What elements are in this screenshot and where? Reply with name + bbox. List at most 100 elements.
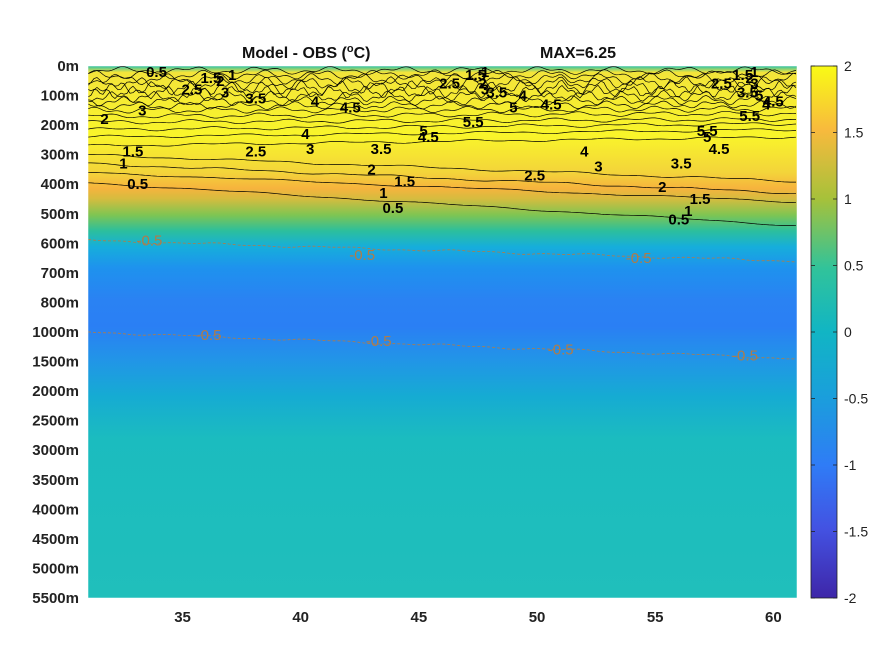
contour-label: 4 xyxy=(311,93,320,110)
y-tick-label: 1500m xyxy=(32,354,79,371)
contour-line xyxy=(88,136,797,147)
contour-label: 3.5 xyxy=(371,141,392,158)
colorbar-tick-label: -0.5 xyxy=(844,391,868,407)
contour-label: 2 xyxy=(479,76,487,93)
x-tick-label: 40 xyxy=(292,609,309,626)
x-tick-label: 35 xyxy=(174,609,191,626)
colorbar-tick-label: 0.5 xyxy=(844,258,864,274)
contour-lines xyxy=(88,66,797,360)
contour-label: 3 xyxy=(221,85,229,102)
contour-line xyxy=(88,122,797,132)
contour-line xyxy=(88,182,797,227)
contour-line xyxy=(88,69,797,80)
y-tick-label: 200m xyxy=(41,117,79,134)
contour-label: 4 xyxy=(762,96,771,113)
y-tick-label: 700m xyxy=(41,265,79,282)
contour-label: 3 xyxy=(594,158,602,175)
contour-label-negative: -0.5 xyxy=(626,250,652,267)
contour-label: 5 xyxy=(509,99,517,116)
x-tick-label: 55 xyxy=(647,609,664,626)
contour-label: 4.5 xyxy=(709,141,730,158)
contour-label-negative: -0.5 xyxy=(548,342,574,359)
contour-line xyxy=(88,75,797,91)
contour-label: 5 xyxy=(419,123,427,140)
chart-title: Model - OBS (oC) xyxy=(242,43,371,62)
contour-label: 1.5 xyxy=(690,191,711,208)
heatmap-area xyxy=(88,66,797,598)
y-tick-label: 500m xyxy=(41,206,79,223)
y-tick-label: 3000m xyxy=(32,442,79,459)
contour-line xyxy=(88,84,797,100)
y-tick-label: 0m xyxy=(57,58,79,75)
y-tick-label: 600m xyxy=(41,235,79,252)
contour-label: 0.5 xyxy=(127,176,148,193)
contour-line xyxy=(88,110,797,119)
contour-line xyxy=(88,239,797,263)
contour-line xyxy=(88,162,796,194)
contour-label: 3 xyxy=(750,76,758,93)
contour-label: 2 xyxy=(100,111,108,128)
contour-label: 1.5 xyxy=(465,67,486,84)
contour-line xyxy=(88,105,797,114)
contour-line xyxy=(88,100,797,111)
contour-line xyxy=(88,89,797,103)
contour-line xyxy=(88,72,797,86)
contour-label: 1.5 xyxy=(732,67,753,84)
colorbar-tick-label: -1.5 xyxy=(844,524,868,540)
y-tick-label: 100m xyxy=(41,88,79,105)
colorbar-tick-label: -1 xyxy=(844,457,857,473)
contour-label: 2 xyxy=(216,73,224,90)
contour-label: 2.5 xyxy=(439,76,460,93)
contour-label-negative: -0.5 xyxy=(196,327,222,344)
y-tick-label: 5500m xyxy=(32,590,79,607)
colorbar-tick-label: 2 xyxy=(844,58,852,74)
contour-label: 3 xyxy=(306,141,314,158)
contour-label: 0.5 xyxy=(382,200,403,217)
y-tick-label: 2500m xyxy=(32,413,79,430)
contour-label: 2 xyxy=(658,179,666,196)
y-tick-label: 400m xyxy=(41,176,79,193)
contour-label: 1.5 xyxy=(394,173,415,190)
heatmap-field xyxy=(88,66,797,598)
x-tick-label: 45 xyxy=(411,609,428,626)
y-tick-label: 4000m xyxy=(32,501,79,518)
contour-label: 4 xyxy=(580,144,589,161)
contour-label: 4.5 xyxy=(340,99,361,116)
contour-label: 4 xyxy=(301,126,310,143)
contour-label: 3 xyxy=(138,102,146,119)
contour-label: 2.5 xyxy=(245,144,266,161)
contour-label: 4.5 xyxy=(763,93,784,110)
x-axis-labels: 35 40 45 50 55 60 xyxy=(174,609,782,626)
y-tick-label: 1000m xyxy=(32,324,79,341)
plot-frame xyxy=(87,65,798,599)
contour-label: 1 xyxy=(379,185,387,202)
contour-line xyxy=(88,128,797,138)
contour-label: 2.5 xyxy=(711,76,732,93)
contour-label: 1 xyxy=(684,203,692,220)
contour-line xyxy=(88,117,797,125)
y-tick-label: 4500m xyxy=(32,531,79,548)
contour-label-negative: -0.5 xyxy=(732,348,758,365)
contour-label: 4.5 xyxy=(541,96,562,113)
max-value-label: MAX=6.25 xyxy=(540,45,616,62)
contour-label: 1 xyxy=(119,156,127,173)
contour-label: 3 xyxy=(481,82,489,99)
contour-label: 5.5 xyxy=(463,114,484,131)
contour-label: 0.5 xyxy=(668,212,689,229)
colorbar-tick-label: 0 xyxy=(844,324,852,340)
x-tick-label: 50 xyxy=(529,609,546,626)
contour-label-negative: -0.5 xyxy=(366,333,392,350)
y-tick-label: 800m xyxy=(41,294,79,311)
contour-line xyxy=(88,331,797,360)
colorbar-ticks: 2 1.5 1 0.5 0 -0.5 -1 -1.5 -2 xyxy=(811,58,868,606)
y-tick-label: 5000m xyxy=(32,560,79,577)
contour-label: 3.5 xyxy=(671,156,692,173)
contour-label: 3.5 xyxy=(737,85,758,102)
contour-line xyxy=(88,171,797,204)
contour-label: 1 xyxy=(481,64,489,81)
contour-label: 1.5 xyxy=(122,144,143,161)
contour-label: 5 xyxy=(703,129,711,146)
contour-label: 3.5 xyxy=(486,85,507,102)
